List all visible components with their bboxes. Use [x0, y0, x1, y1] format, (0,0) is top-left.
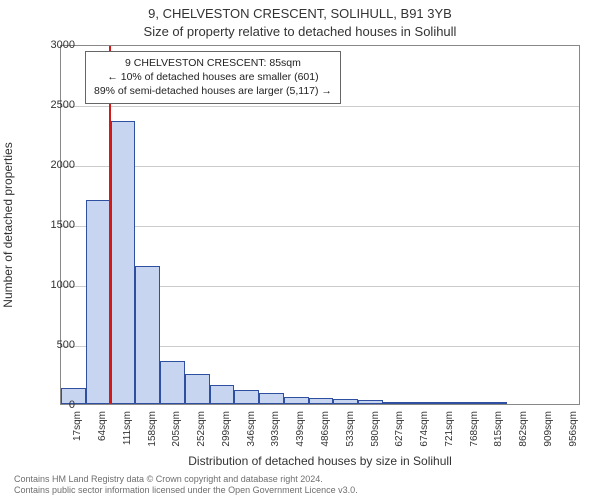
x-tick-label: 393sqm: [270, 411, 281, 461]
attribution-line1: Contains HM Land Registry data © Crown c…: [14, 474, 358, 485]
x-tick-label: 674sqm: [419, 411, 430, 461]
x-tick-label: 580sqm: [370, 411, 381, 461]
histogram-bar: [358, 400, 383, 404]
x-tick-label: 346sqm: [246, 411, 257, 461]
histogram-bar: [383, 402, 408, 404]
annotation-line: 89% of semi-detached houses are larger (…: [94, 84, 332, 98]
histogram-bar: [309, 398, 334, 404]
x-tick-label: 299sqm: [221, 411, 232, 461]
gridline: [61, 226, 579, 227]
y-tick-label: 500: [57, 339, 75, 351]
chart-title-line2: Size of property relative to detached ho…: [0, 24, 600, 39]
x-tick-label: 815sqm: [493, 411, 504, 461]
x-tick-label: 909sqm: [543, 411, 554, 461]
x-tick-label: 533sqm: [345, 411, 356, 461]
gridline: [61, 166, 579, 167]
x-tick-label: 956sqm: [568, 411, 579, 461]
y-tick-label: 1000: [51, 279, 75, 291]
gridline: [61, 106, 579, 107]
annotation-line: 9 CHELVESTON CRESCENT: 85sqm: [94, 56, 332, 70]
attribution: Contains HM Land Registry data © Crown c…: [14, 474, 358, 496]
histogram-bar: [234, 390, 259, 404]
histogram-bar: [160, 361, 185, 404]
chart-container: 9, CHELVESTON CRESCENT, SOLIHULL, B91 3Y…: [0, 0, 600, 500]
y-tick-label: 2500: [51, 99, 75, 111]
y-tick-label: 1500: [51, 219, 75, 231]
x-tick-label: 158sqm: [147, 411, 158, 461]
x-tick-label: 627sqm: [394, 411, 405, 461]
histogram-bar: [482, 402, 507, 404]
x-tick-label: 862sqm: [518, 411, 529, 461]
histogram-bar: [86, 200, 111, 404]
x-tick-label: 486sqm: [320, 411, 331, 461]
chart-title-line1: 9, CHELVESTON CRESCENT, SOLIHULL, B91 3Y…: [0, 6, 600, 21]
y-axis-label: Number of detached properties: [1, 142, 15, 307]
histogram-bar: [135, 266, 160, 404]
histogram-bar: [259, 393, 284, 404]
x-tick-label: 205sqm: [171, 411, 182, 461]
histogram-bar: [457, 402, 482, 404]
histogram-bar: [111, 121, 136, 404]
histogram-bar: [185, 374, 210, 404]
x-tick-label: 111sqm: [122, 411, 133, 461]
x-tick-label: 768sqm: [469, 411, 480, 461]
x-tick-label: 252sqm: [196, 411, 207, 461]
histogram-bar: [210, 385, 235, 404]
annotation-box: 9 CHELVESTON CRESCENT: 85sqm← 10% of det…: [85, 51, 341, 104]
histogram-bar: [284, 397, 309, 404]
x-tick-label: 17sqm: [72, 411, 83, 461]
x-tick-label: 64sqm: [97, 411, 108, 461]
x-tick-label: 721sqm: [444, 411, 455, 461]
annotation-line: ← 10% of detached houses are smaller (60…: [94, 70, 332, 84]
y-tick-label: 0: [69, 399, 75, 411]
plot-area: 9 CHELVESTON CRESCENT: 85sqm← 10% of det…: [60, 45, 580, 405]
histogram-bar: [408, 402, 433, 404]
y-tick-label: 3000: [51, 39, 75, 51]
histogram-bar: [432, 402, 457, 404]
attribution-line2: Contains public sector information licen…: [14, 485, 358, 496]
y-tick-label: 2000: [51, 159, 75, 171]
histogram-bar: [333, 399, 358, 404]
x-tick-label: 439sqm: [295, 411, 306, 461]
